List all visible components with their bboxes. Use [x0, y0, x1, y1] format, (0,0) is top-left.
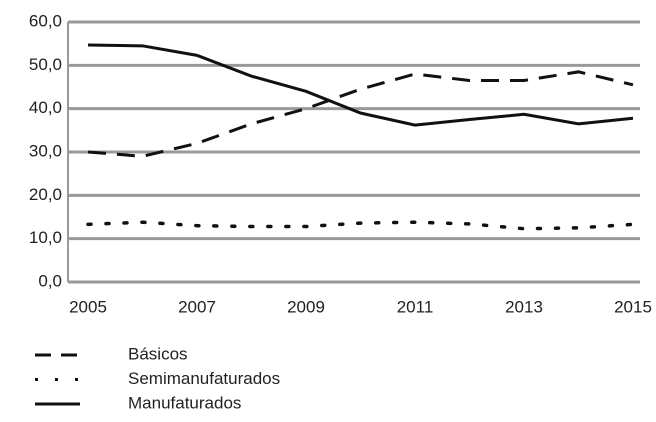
y-tick-label: 40,0	[29, 98, 62, 117]
x-tick-label: 2015	[614, 297, 652, 316]
legend-label: Básicos	[128, 344, 188, 363]
x-tick-label: 2007	[178, 297, 216, 316]
y-tick-label: 0,0	[38, 271, 62, 290]
series-line	[87, 43, 634, 127]
y-tick-label: 20,0	[29, 185, 62, 204]
y-tick-label: 60,0	[29, 11, 62, 30]
series-line	[87, 70, 634, 158]
series-line	[86, 220, 635, 231]
x-tick-label: 2011	[397, 297, 434, 316]
x-tick-label: 2005	[69, 297, 107, 316]
x-tick-label: 2009	[287, 297, 325, 316]
x-tick-label: 2013	[505, 297, 543, 316]
y-tick-label: 30,0	[29, 141, 62, 160]
y-tick-label: 50,0	[29, 55, 62, 74]
legend-label: Semimanufaturados	[128, 369, 280, 388]
y-tick-label: 10,0	[29, 228, 62, 247]
legend-label: Manufaturados	[128, 393, 241, 412]
